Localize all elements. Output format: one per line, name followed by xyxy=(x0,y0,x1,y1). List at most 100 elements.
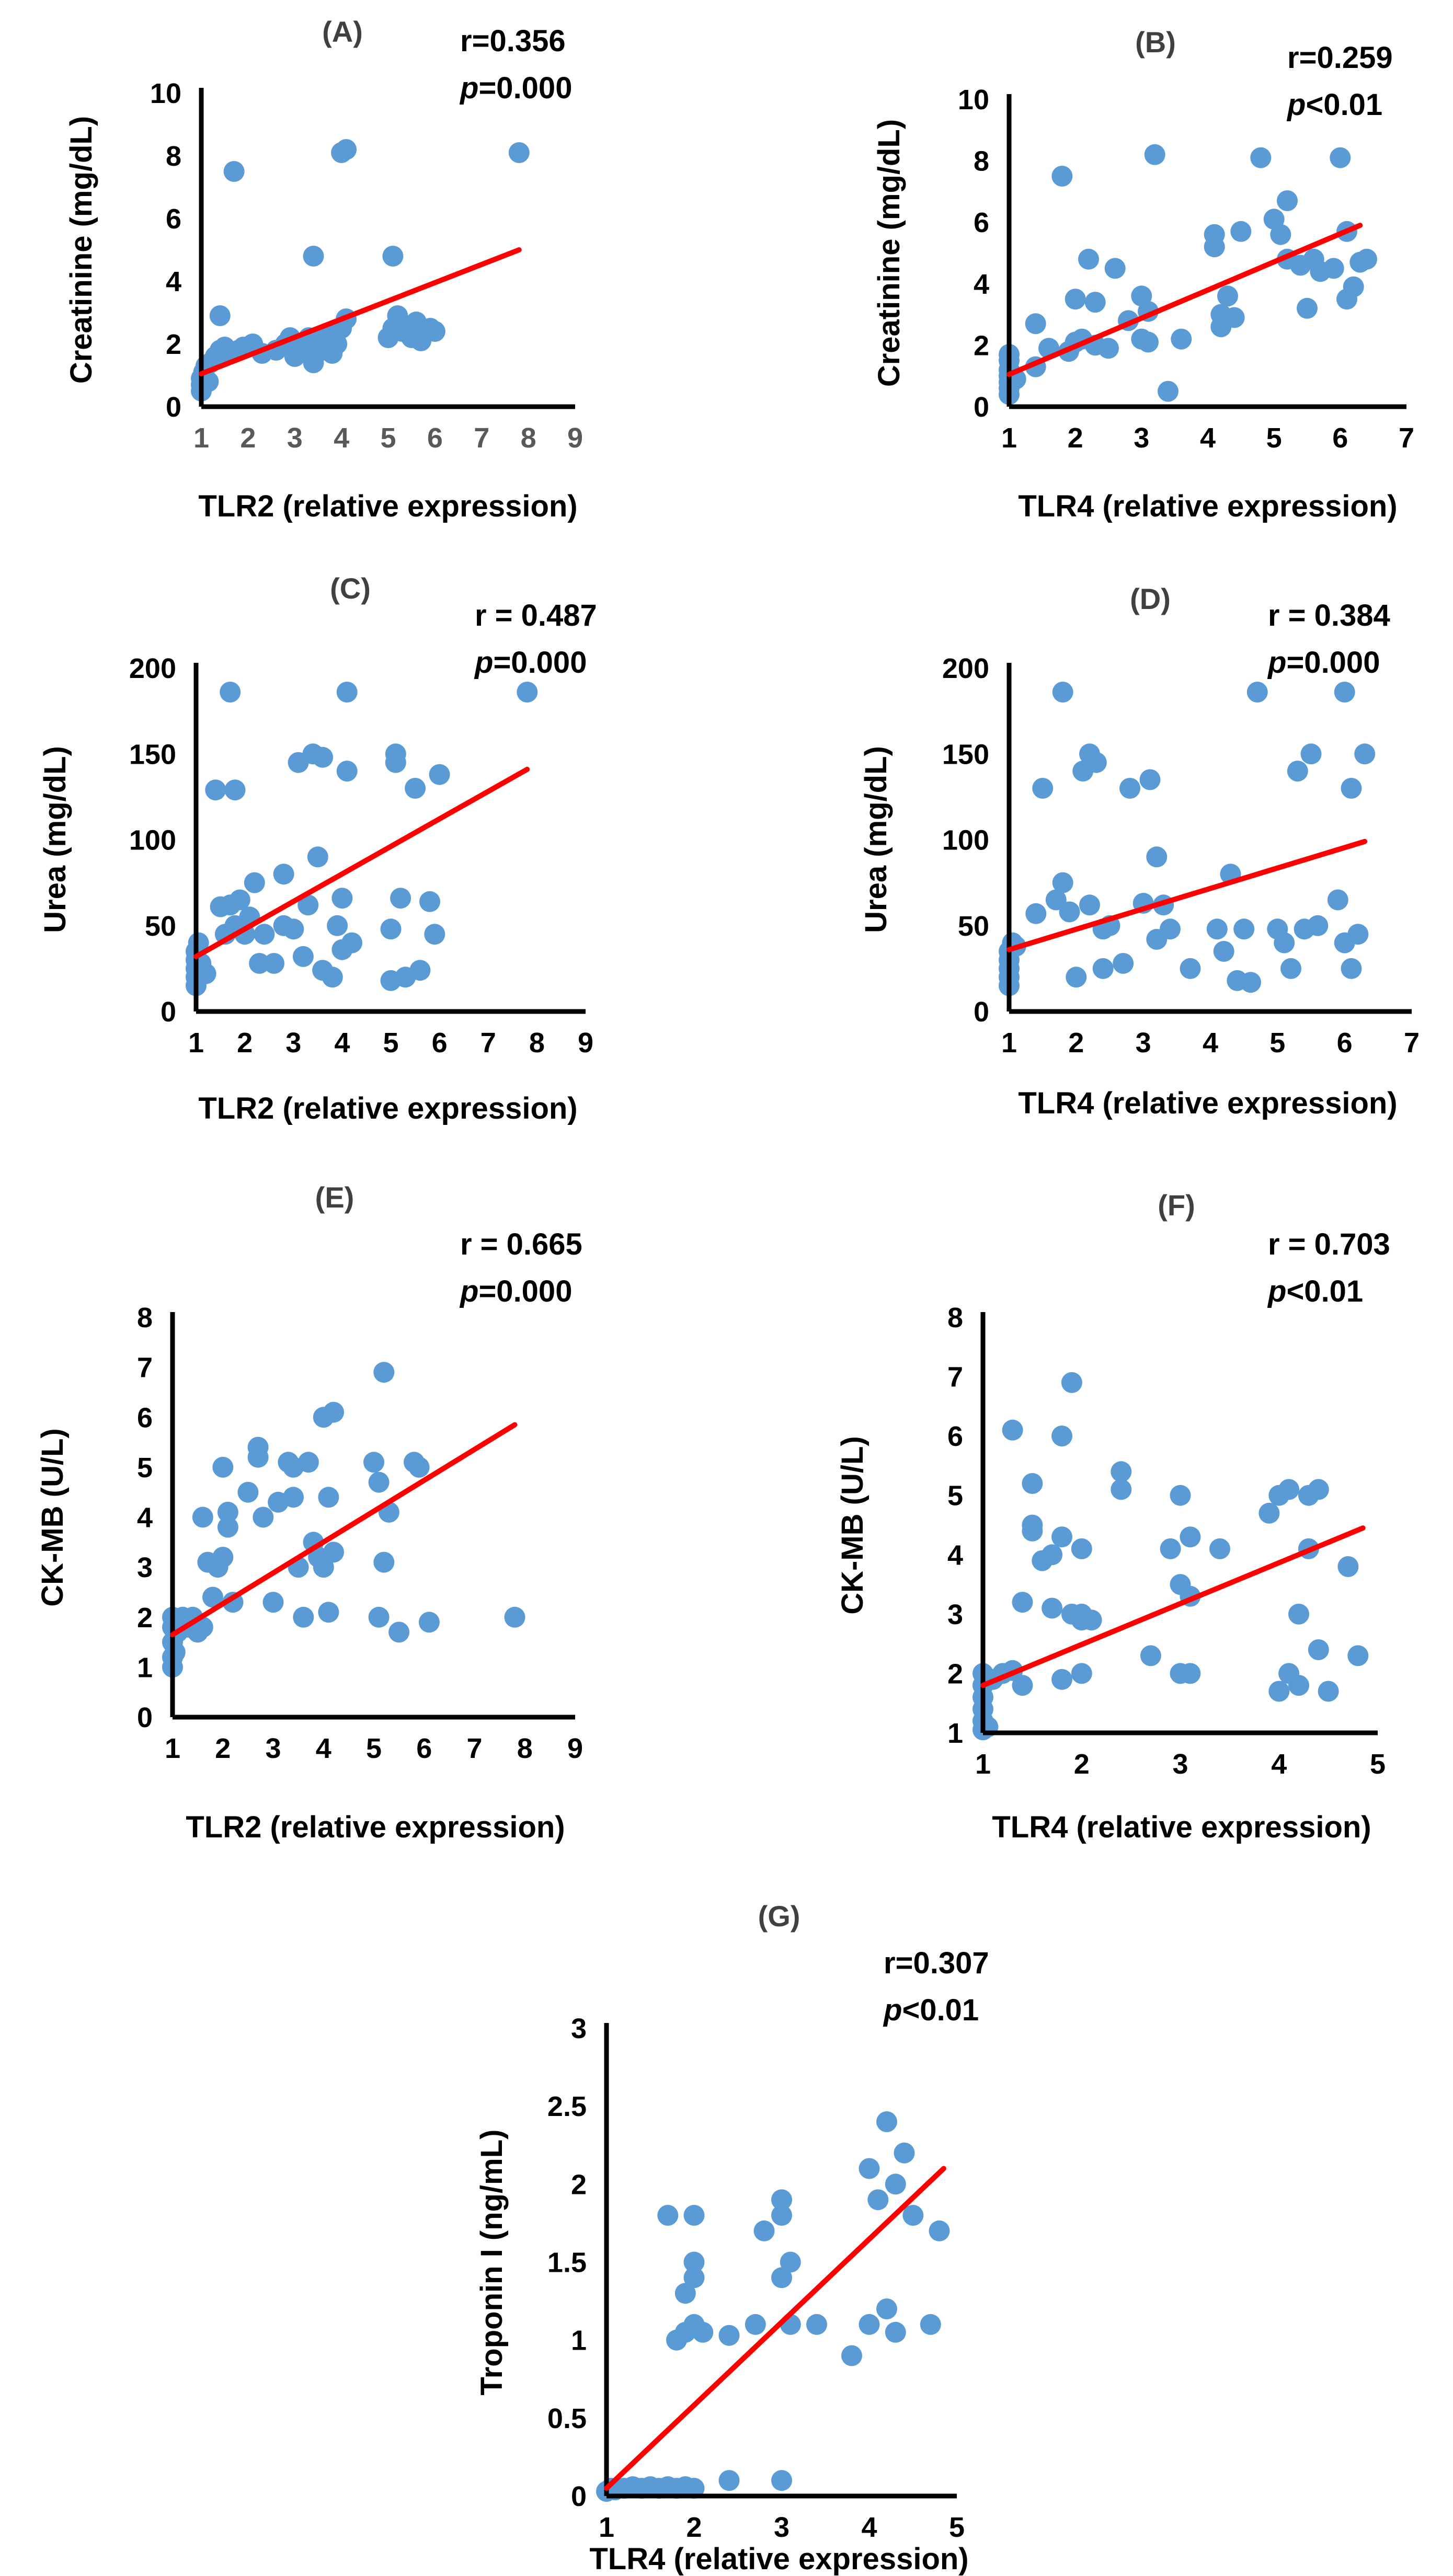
data-point xyxy=(331,888,353,909)
data-point xyxy=(220,682,241,703)
data-point xyxy=(390,888,411,909)
data-point xyxy=(1071,1538,1092,1559)
x-tick-label: 9 xyxy=(567,1733,583,1764)
data-point xyxy=(1206,918,1228,940)
y-tick-label: 6 xyxy=(166,203,181,235)
data-point xyxy=(323,1401,344,1423)
data-point xyxy=(1084,292,1106,313)
x-tick-label: 7 xyxy=(1399,422,1414,454)
data-point xyxy=(1337,1556,1359,1577)
data-point xyxy=(292,946,314,967)
x-axis-title: TLR4 (relative expression) xyxy=(1018,489,1397,523)
y-axis-title: Urea (mg/dL) xyxy=(38,746,72,933)
data-point xyxy=(318,1487,339,1508)
trend-line xyxy=(193,766,530,959)
data-point xyxy=(298,894,319,916)
data-point xyxy=(1347,1645,1369,1666)
correlation-r: r = 0.487 xyxy=(475,599,597,632)
p-value: p<0.01 xyxy=(1267,1274,1363,1308)
y-tick-label: 0 xyxy=(166,392,181,423)
y-tick-label: 2 xyxy=(947,1658,963,1689)
data-point xyxy=(327,915,348,936)
y-tick-label: 4 xyxy=(947,1539,963,1571)
data-point xyxy=(1025,903,1047,924)
data-point xyxy=(1078,248,1099,270)
x-tick-label: 7 xyxy=(466,1733,482,1764)
y-tick-label: 0 xyxy=(137,1702,153,1733)
data-point xyxy=(1022,1473,1043,1494)
data-point xyxy=(771,2189,792,2211)
x-tick-label: 3 xyxy=(774,2512,790,2543)
x-tick-label: 6 xyxy=(427,422,443,454)
y-tick-label: 150 xyxy=(129,739,176,770)
data-point xyxy=(1032,778,1054,799)
y-tick-label: 2 xyxy=(571,2169,587,2200)
data-point xyxy=(1308,1479,1329,1500)
data-point xyxy=(283,1487,304,1508)
data-point xyxy=(1146,846,1168,868)
data-point xyxy=(1297,297,1318,319)
data-point xyxy=(1079,894,1100,916)
x-tick-label: 2 xyxy=(686,2512,702,2543)
data-point xyxy=(1140,1645,1161,1666)
data-point xyxy=(876,2298,897,2319)
data-point xyxy=(894,2142,915,2164)
data-point xyxy=(1180,958,1201,979)
data-point xyxy=(224,779,246,801)
data-point xyxy=(318,1602,339,1623)
data-point xyxy=(1158,381,1179,402)
data-point xyxy=(1092,958,1114,979)
x-tick-label: 1 xyxy=(188,1027,204,1059)
y-tick-label: 8 xyxy=(166,141,181,172)
panel-label: (F) xyxy=(1158,1189,1195,1222)
data-point xyxy=(1002,1419,1023,1441)
data-point xyxy=(718,2325,740,2346)
data-point xyxy=(322,967,343,988)
x-tick-label: 5 xyxy=(1266,422,1282,454)
x-tick-label: 1 xyxy=(599,2512,614,2543)
data-point xyxy=(692,2321,714,2343)
y-tick-label: 2 xyxy=(137,1602,153,1634)
data-point xyxy=(1330,147,1351,168)
data-point xyxy=(1277,190,1298,211)
data-point xyxy=(683,2205,705,2226)
data-point xyxy=(368,1606,390,1628)
y-axis-title: Creatinine (mg/dL) xyxy=(872,119,906,387)
x-tick-label: 8 xyxy=(529,1027,545,1059)
x-tick-label: 2 xyxy=(1074,1749,1090,1780)
y-tick-label: 5 xyxy=(137,1452,153,1484)
y-tick-label: 2.5 xyxy=(547,2091,587,2122)
y-tick-label: 200 xyxy=(942,653,989,684)
x-tick-label: 7 xyxy=(474,422,489,454)
data-point xyxy=(312,746,334,768)
x-tick-label: 3 xyxy=(1134,422,1149,454)
trend-line xyxy=(199,247,522,376)
data-point xyxy=(745,2314,766,2335)
data-point xyxy=(164,1641,186,1663)
data-point xyxy=(283,918,304,940)
data-point xyxy=(1288,1603,1309,1625)
y-axis-title: CK-MB (U/L) xyxy=(836,1436,869,1614)
data-point xyxy=(508,142,530,163)
x-tick-label: 1 xyxy=(1001,422,1017,454)
x-tick-label: 4 xyxy=(316,1733,331,1764)
y-tick-label: 0 xyxy=(571,2481,587,2512)
y-tick-label: 3 xyxy=(947,1599,963,1630)
data-point xyxy=(1250,147,1272,168)
data-point xyxy=(1061,1372,1082,1393)
x-axis-title: TLR2 (relative expression) xyxy=(186,1810,565,1844)
data-point xyxy=(1180,1663,1201,1684)
data-point xyxy=(902,2205,924,2226)
data-point xyxy=(1025,313,1046,335)
data-point xyxy=(1104,258,1126,279)
y-tick-label: 7 xyxy=(137,1352,153,1384)
y-tick-label: 0 xyxy=(974,392,989,423)
data-point xyxy=(1341,958,1362,979)
x-tick-label: 8 xyxy=(517,1733,533,1764)
data-point xyxy=(298,1452,319,1473)
data-point xyxy=(1085,752,1107,773)
data-point xyxy=(780,2251,801,2273)
data-point xyxy=(195,963,216,984)
p-value: p=0.000 xyxy=(1267,646,1380,680)
